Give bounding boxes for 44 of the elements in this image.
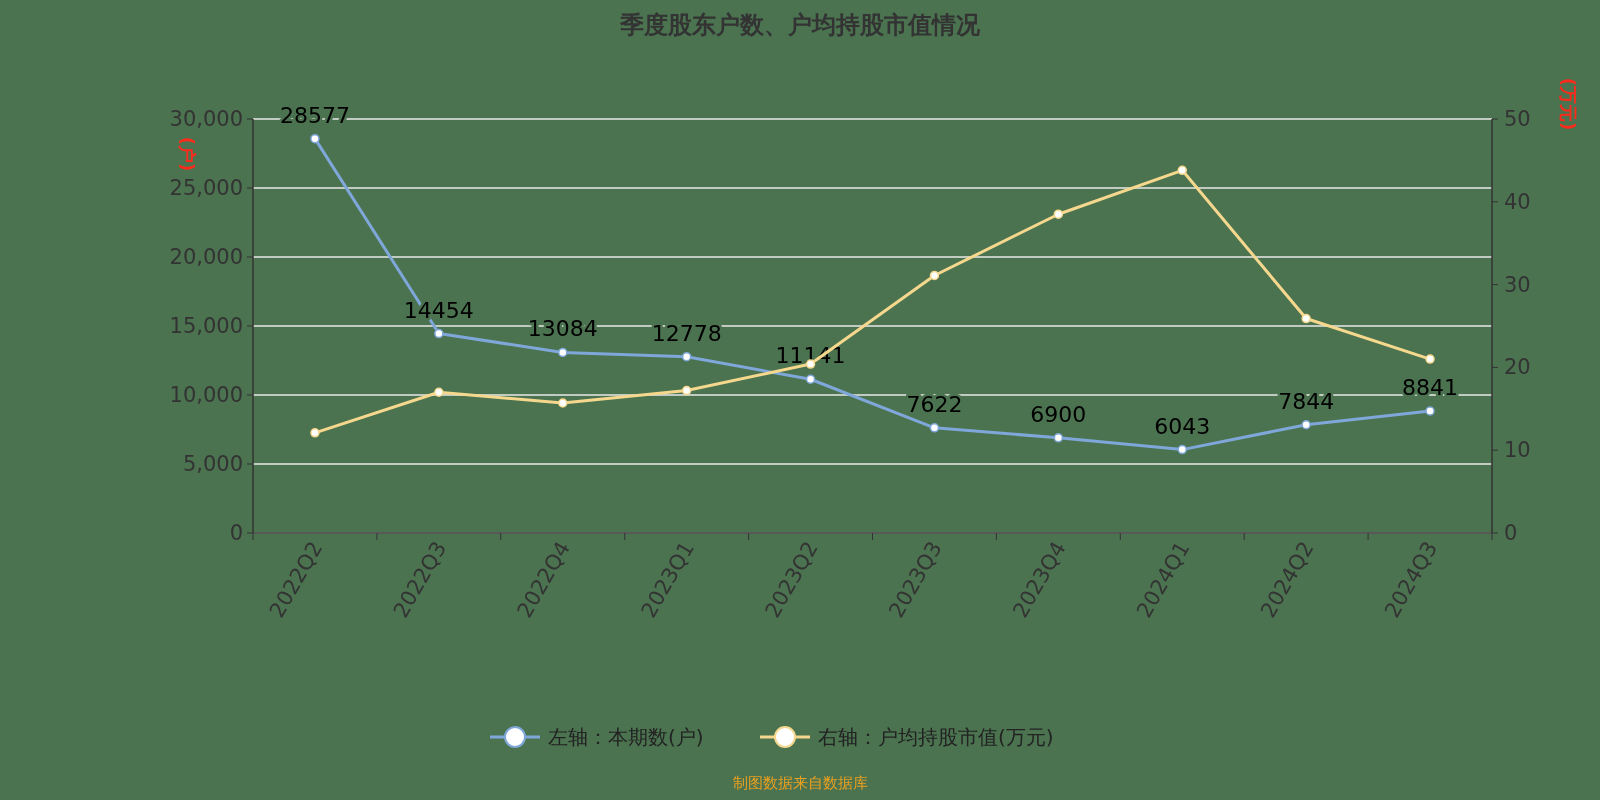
y2-tick-label: 10: [1504, 438, 1531, 463]
data-label: 7844: [1278, 388, 1335, 414]
point: [434, 328, 444, 339]
y-tick-label: 25,000: [169, 176, 243, 200]
y-tick-label: 30,000: [169, 107, 243, 131]
point: [681, 385, 692, 396]
y-tick-label: 5,000: [182, 452, 243, 476]
point: [1301, 420, 1311, 430]
point: [1301, 313, 1311, 324]
data-label: 12778: [651, 320, 722, 346]
point: [929, 270, 940, 281]
point: [434, 387, 444, 397]
y-axis-title: (户): [177, 136, 198, 172]
point: [929, 423, 940, 433]
point: [1177, 165, 1187, 176]
point: [310, 428, 320, 438]
point: [558, 347, 568, 358]
point: [1177, 444, 1187, 455]
y-tick-label: 10,000: [169, 383, 243, 407]
y-tick-label: 20,000: [169, 245, 243, 269]
data-label: 8841: [1402, 374, 1459, 400]
point: [681, 351, 692, 362]
data-label: 6043: [1154, 413, 1211, 439]
y2-tick-label: 50: [1504, 107, 1531, 131]
point: [1425, 354, 1435, 364]
legend-label: 左轴：本期数(户): [548, 725, 704, 749]
y2-tick-label: 0: [1504, 521, 1518, 545]
y-tick-label: 15,000: [169, 314, 243, 338]
point: [805, 374, 816, 384]
y2-tick-label: 30: [1504, 272, 1531, 297]
point: [1053, 433, 1064, 443]
data-label: 7622: [906, 391, 963, 417]
legend-label: 右轴：户均持股市值(万元): [818, 725, 1054, 749]
chart-title: 季度股东户数、户均持股市值情况: [619, 11, 981, 39]
point: [558, 398, 568, 408]
point: [1425, 406, 1435, 416]
y2-tick-label: 40: [1504, 189, 1531, 214]
y2-tick-label: 20: [1504, 355, 1531, 380]
point: [310, 133, 320, 144]
data-label: 6900: [1030, 401, 1087, 427]
point: [1053, 209, 1064, 219]
text: 制图数据来自数据库: [732, 774, 868, 792]
y-tick-label: 0: [229, 521, 243, 545]
y2-axis-title: (万元): [1558, 77, 1579, 131]
